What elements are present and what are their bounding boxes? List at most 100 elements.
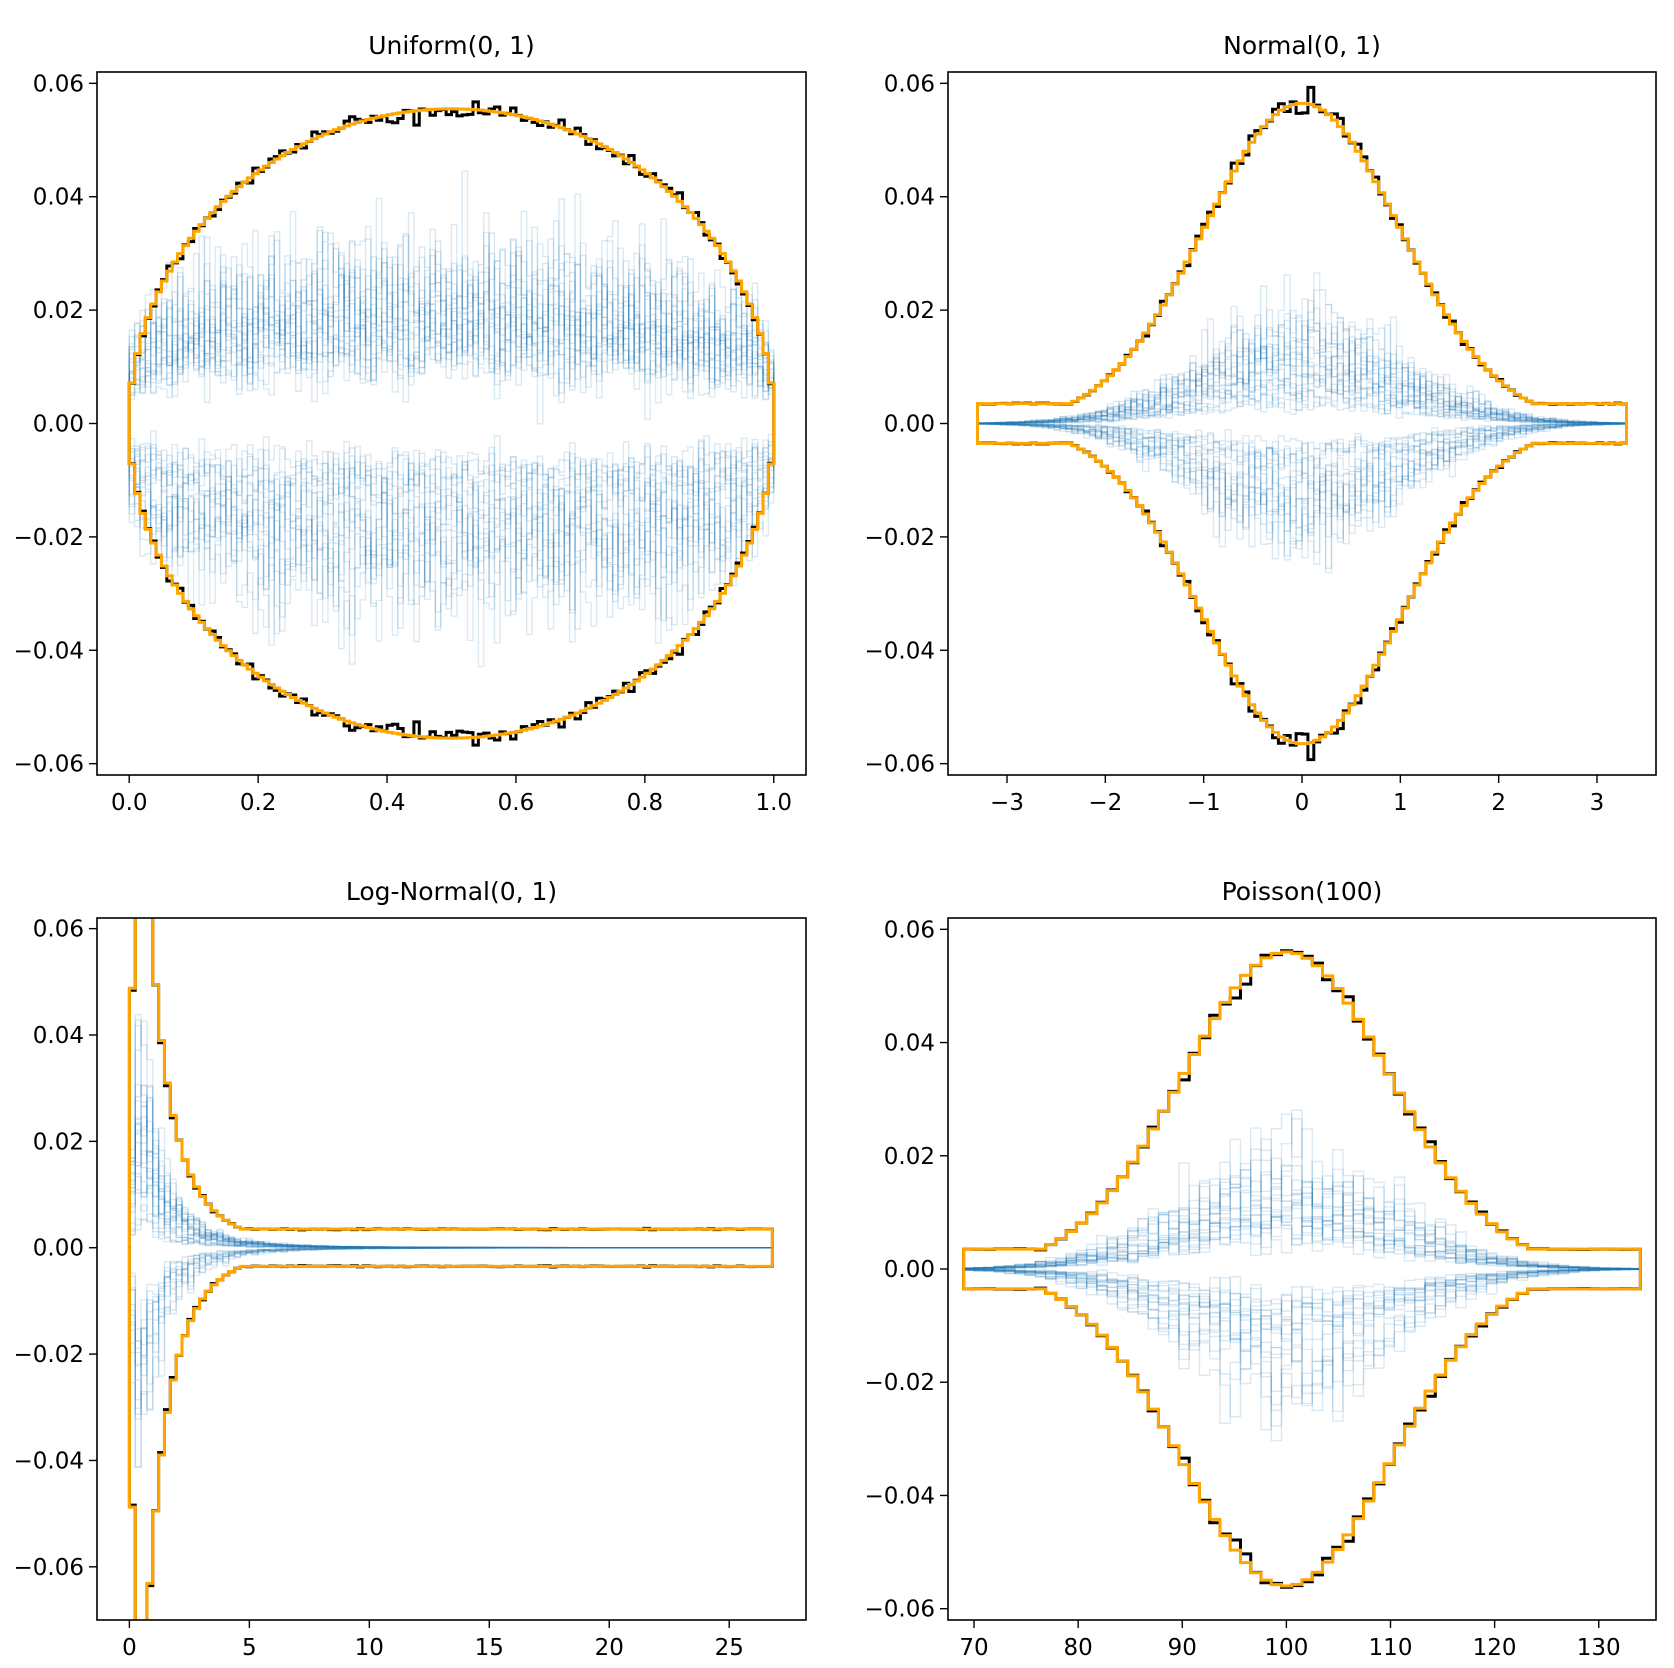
axes-frame [947,917,1657,1621]
sample-histogram [128,1101,774,1249]
sample-histogram [976,299,1628,424]
x-tick-label: 1 [1393,790,1408,816]
sample-histogram [976,423,1628,518]
sample-histogram [976,368,1628,424]
x-tick-label: −2 [1088,790,1122,816]
y-tick-label: 0.00 [884,1257,935,1283]
x-tick-label: 120 [1473,1635,1517,1661]
sample-histogram [128,212,775,424]
sample-histogram [128,1099,774,1249]
y-tick-label: 0.02 [33,298,84,324]
x-tick-label: 0.2 [240,790,277,816]
sample-histogram [128,1151,774,1249]
sample-histogram [976,332,1628,425]
sample-histogram [962,1268,1642,1427]
sample-histogram [128,229,775,424]
x-tick-label: 10 [355,1635,384,1661]
sample-histogram [128,252,775,424]
y-tick-label: 0.04 [33,1023,84,1049]
sample-histogram [962,1159,1642,1270]
y-tick-label: −0.06 [14,752,84,778]
sample-histogram [962,1268,1642,1334]
sample-histogram [128,291,775,424]
sample-histogram [128,1083,774,1249]
sample-histogram [976,352,1628,425]
sample-histogram [962,1178,1642,1270]
envelope-upper [127,918,774,1248]
sample-histogram [128,423,775,600]
sample-histogram [976,274,1628,424]
y-tick-label: −0.02 [865,1370,935,1396]
y-tick-label: 0.06 [884,71,935,97]
sample-histogram [128,423,775,568]
sample-histogram [128,423,775,517]
sample-histogram [976,422,1628,454]
sample-histogram [962,1268,1642,1328]
x-tick-label: 15 [475,1635,504,1661]
sample-histogram [976,370,1628,425]
sample-histogram [128,1142,774,1249]
y-tick-label: 0.06 [33,917,84,943]
sample-histogram [962,1197,1642,1270]
sample-histogram [128,1247,774,1410]
sample-histogram [962,1109,1642,1270]
sample-histogram [128,423,775,513]
y-tick-label: 0.02 [884,1144,935,1170]
sample-histogram [976,320,1628,424]
sample-histogram [962,1268,1642,1362]
sample-histogram [128,1084,774,1249]
envelope-lower [127,423,776,740]
sample-histogram [128,1247,774,1356]
sample-histogram [976,309,1628,424]
sample-histogram [128,296,775,424]
sample-histogram [976,422,1628,467]
sample-histogram [962,1191,1642,1270]
y-tick-label: 0.00 [33,1236,84,1262]
sample-histogram [962,1268,1642,1321]
sample-histogram [128,423,775,668]
sample-histogram [128,1014,774,1249]
envelope-upper [976,101,1628,424]
sample-histogram [128,234,775,424]
axes-frame [96,71,807,776]
sample-histogram [128,423,775,646]
envelope-upper [962,950,1642,1269]
sample-histogram [962,1165,1642,1270]
sample-histogram [128,423,775,605]
sample-histogram [976,422,1628,485]
x-tick-label: 110 [1369,1635,1413,1661]
sample-histogram [128,1120,774,1249]
y-tick-label: −0.06 [865,752,935,778]
sample-histogram [128,293,775,424]
sample-histogram [128,1116,774,1249]
sample-histogram [128,423,775,509]
sample-histogram [128,1247,774,1349]
plot-area [976,85,1628,762]
sample-histogram [976,341,1628,424]
sample-histogram [128,423,775,611]
envelope-lower [127,1247,774,1620]
sample-histogram [962,1206,1642,1270]
sample-histogram [128,1247,774,1346]
sample-histogram [128,1123,774,1249]
x-tick-label: 3 [1590,790,1605,816]
y-tick-label: −0.06 [14,1555,84,1581]
x-tick-label: 25 [715,1635,744,1661]
sample-histogram [976,307,1628,424]
sample-histogram [128,423,775,504]
sample-histogram [128,1096,774,1249]
x-tick-label: 90 [1168,1635,1197,1661]
sample-histogram [976,423,1628,515]
sample-histogram [128,423,775,558]
envelope-lower [976,423,1628,746]
sample-histogram [128,1247,774,1420]
sample-histogram [128,1168,774,1249]
x-tick-label: 80 [1064,1635,1093,1661]
sample-histogram [128,423,775,606]
sample-histogram [962,1207,1642,1270]
envelope-upper [127,107,776,424]
y-tick-label: −0.04 [14,1448,84,1474]
y-tick-label: 0.06 [884,917,935,943]
x-tick-label: 0 [122,1635,137,1661]
sample-histogram [128,327,775,425]
